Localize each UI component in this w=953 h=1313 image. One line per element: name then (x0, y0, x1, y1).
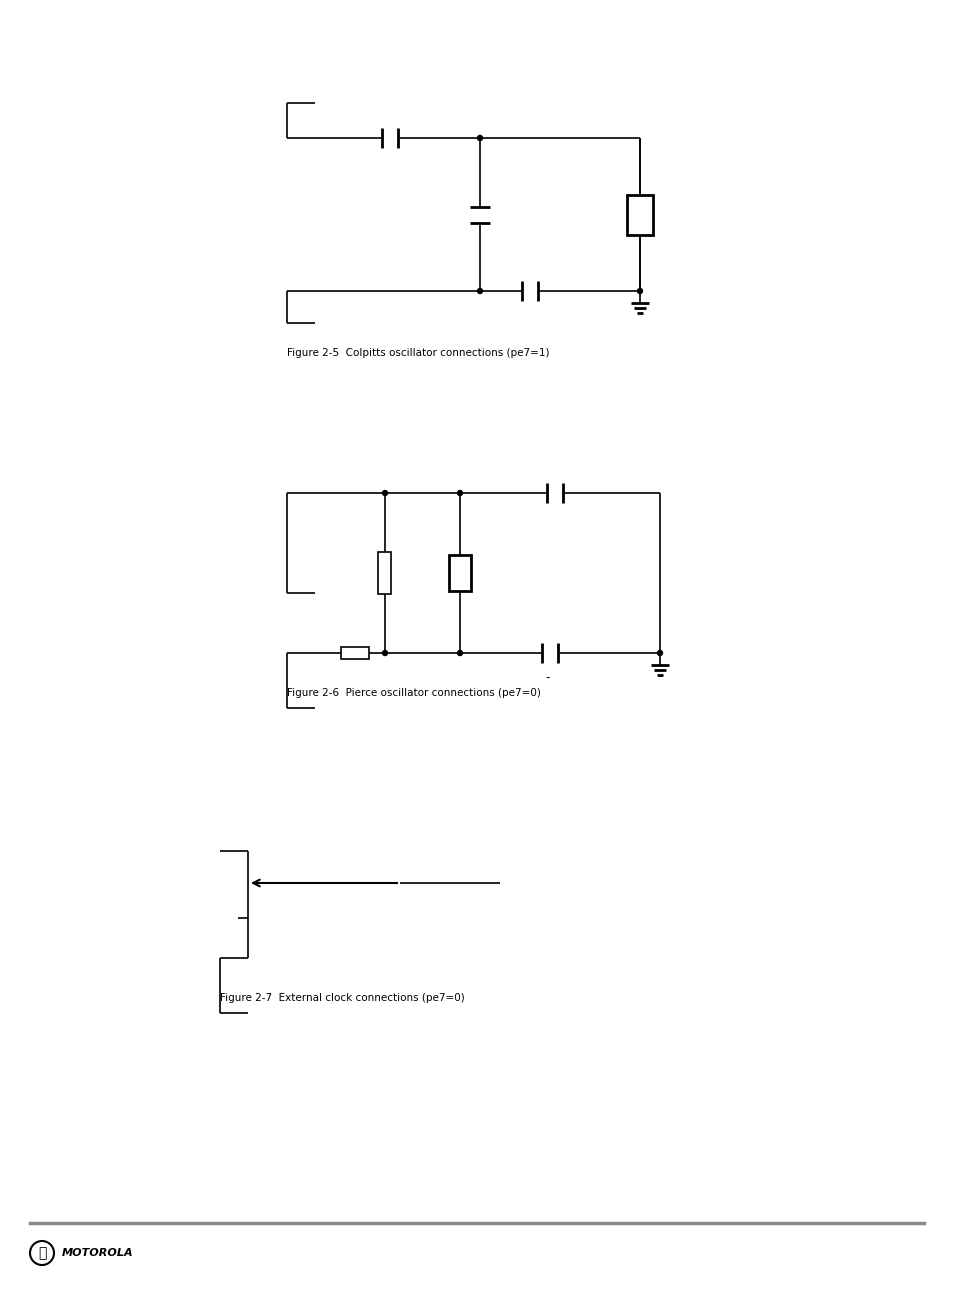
Circle shape (457, 491, 462, 495)
Text: Figure 2-6  Pierce oscillator connections (pe7=0): Figure 2-6 Pierce oscillator connections… (287, 688, 540, 699)
Text: Ⓜ: Ⓜ (38, 1246, 46, 1260)
Circle shape (382, 491, 387, 495)
Text: -: - (544, 671, 549, 684)
Text: MOTOROLA: MOTOROLA (62, 1247, 133, 1258)
Bar (340, 647, 369, 659)
Circle shape (477, 135, 482, 140)
Text: Figure 2-5  Colpitts oscillator connections (pe7=1): Figure 2-5 Colpitts oscillator connectio… (287, 348, 549, 358)
Circle shape (657, 650, 661, 655)
Circle shape (477, 289, 482, 294)
Text: Figure 2-7  External clock connections (pe7=0): Figure 2-7 External clock connections (p… (220, 993, 464, 1003)
Circle shape (637, 289, 641, 294)
Circle shape (457, 650, 462, 655)
Circle shape (382, 650, 387, 655)
Bar (626, 194, 652, 235)
Bar (378, 551, 391, 593)
Bar (449, 555, 471, 591)
